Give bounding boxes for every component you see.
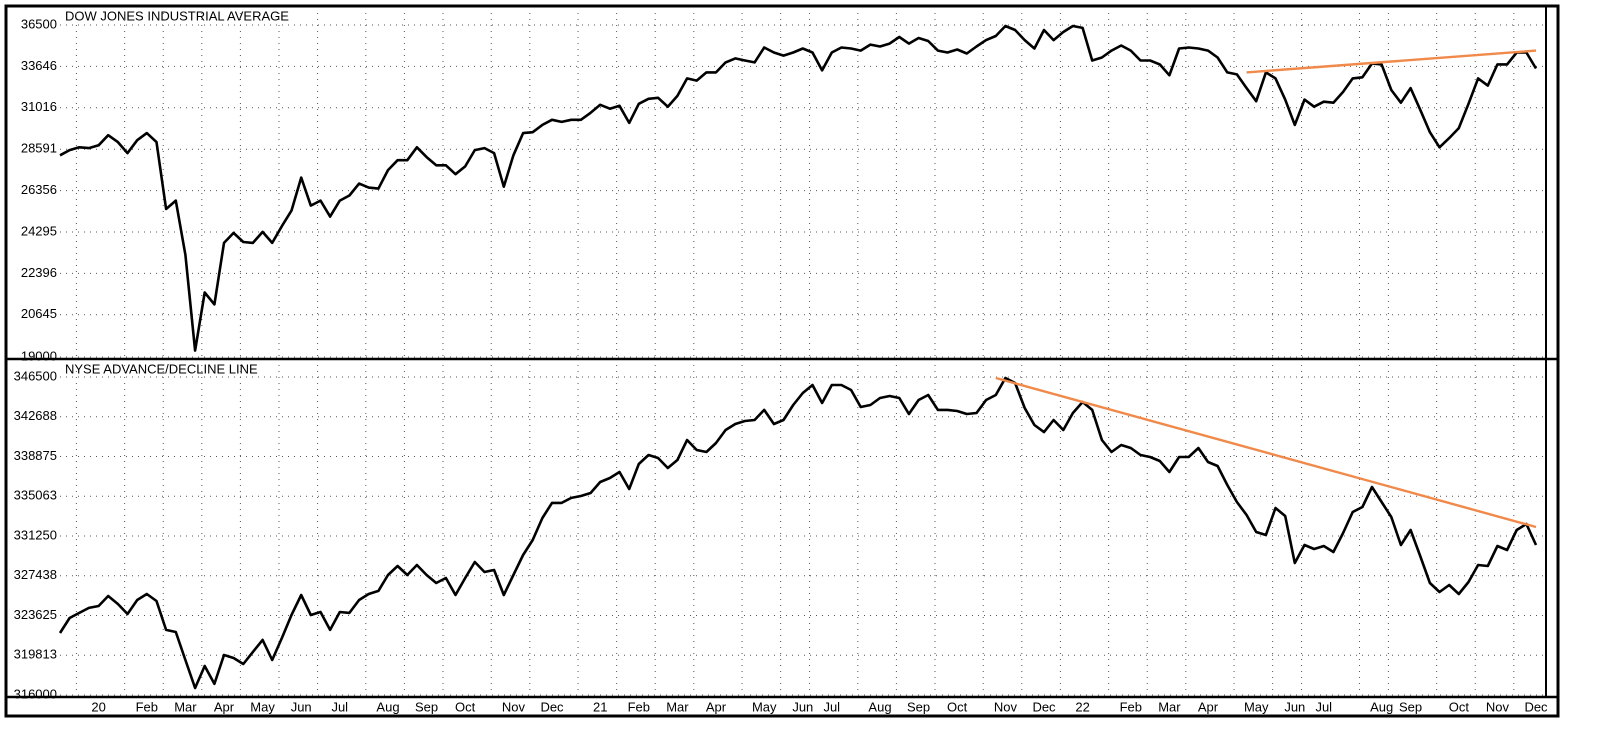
- x-tick-label: May: [250, 699, 275, 714]
- y-tick-label: 319813: [14, 647, 57, 662]
- x-tick-label: May: [752, 699, 777, 714]
- x-tick-label: Apr: [1198, 699, 1219, 714]
- x-tick-label: Sep: [1399, 699, 1422, 714]
- panel-title: DOW JONES INDUSTRIAL AVERAGE: [65, 8, 289, 23]
- x-tick-label: Jun: [1284, 699, 1305, 714]
- x-tick-label: 22: [1075, 699, 1089, 714]
- y-tick-label: 33646: [21, 58, 57, 73]
- x-tick-label: Mar: [1158, 699, 1181, 714]
- x-tick-label: Feb: [1120, 699, 1142, 714]
- x-tick-label: Jun: [792, 699, 813, 714]
- x-tick-label: Aug: [868, 699, 891, 714]
- y-tick-label: 24295: [21, 223, 57, 238]
- trend-line: [1246, 49, 1537, 74]
- x-tick-label: Jul: [823, 699, 840, 714]
- frame: [4, 4, 1560, 718]
- y-tick-label: 22396: [21, 265, 57, 280]
- y-tick-label: 327438: [14, 567, 57, 582]
- x-tick-label: Oct: [1449, 699, 1470, 714]
- y-tick-label: 331250: [14, 527, 57, 542]
- data-line: [59, 24, 1538, 352]
- data-line: [58, 376, 1538, 690]
- y-tick-label: 342688: [14, 408, 57, 423]
- x-tick-label: 21: [593, 699, 607, 714]
- x-tick-label: Dec: [1524, 699, 1548, 714]
- y-tick-label: 31016: [21, 99, 57, 114]
- x-tick-label: Jul: [1315, 699, 1332, 714]
- panel-title: NYSE ADVANCE/DECLINE LINE: [65, 361, 258, 376]
- x-tick-label: Dec: [1032, 699, 1056, 714]
- trend-line: [995, 376, 1537, 529]
- x-tick-label: Feb: [628, 699, 650, 714]
- x-tick-label: Oct: [455, 699, 476, 714]
- x-tick-label: Nov: [994, 699, 1018, 714]
- x-tick-label: Apr: [214, 699, 235, 714]
- x-tick-label: Sep: [907, 699, 930, 714]
- x-tick-label: Mar: [174, 699, 197, 714]
- x-tick-label: Nov: [502, 699, 526, 714]
- y-tick-label: 26356: [21, 182, 57, 197]
- y-tick-label: 28591: [21, 141, 57, 156]
- x-tick-label: Aug: [376, 699, 399, 714]
- x-tick-label: Apr: [706, 699, 727, 714]
- x-tick-label: Aug: [1370, 699, 1393, 714]
- y-tick-label: 19000: [21, 348, 57, 363]
- x-tick-label: Nov: [1486, 699, 1510, 714]
- y-tick-label: 338875: [14, 448, 57, 463]
- x-tick-label: Jun: [291, 699, 312, 714]
- x-tick-label: Feb: [136, 699, 158, 714]
- y-tick-label: 20645: [21, 306, 57, 321]
- x-tick-label: May: [1244, 699, 1269, 714]
- x-tick-label: Jul: [331, 699, 348, 714]
- x-tick-label: Dec: [540, 699, 564, 714]
- y-tick-label: 346500: [14, 368, 57, 383]
- y-tick-label: 335063: [14, 488, 57, 503]
- x-tick-label: Mar: [666, 699, 689, 714]
- y-tick-label: 316000: [14, 686, 57, 701]
- x-tick-label: Sep: [415, 699, 438, 714]
- y-tick-label: 36500: [21, 16, 57, 31]
- x-tick-label: Oct: [947, 699, 968, 714]
- x-tick-label: 20: [91, 699, 105, 714]
- y-tick-label: 323625: [14, 607, 57, 622]
